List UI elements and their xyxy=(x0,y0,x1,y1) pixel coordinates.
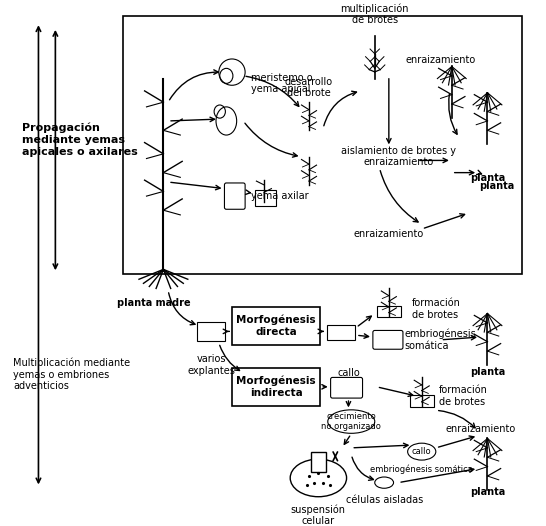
Ellipse shape xyxy=(408,443,436,460)
Text: desarrollo
del brote: desarrollo del brote xyxy=(285,77,333,98)
FancyBboxPatch shape xyxy=(327,325,355,340)
Text: enraizamiento: enraizamiento xyxy=(445,424,515,434)
Text: Propagación
mediante yemas
apicales o axilares: Propagación mediante yemas apicales o ax… xyxy=(22,123,138,157)
FancyBboxPatch shape xyxy=(331,378,363,398)
Text: yema axilar: yema axilar xyxy=(251,191,308,201)
Text: planta madre: planta madre xyxy=(117,298,191,308)
Text: Multiplicación mediante
yemas o embriones
adventicios: Multiplicación mediante yemas o embrione… xyxy=(13,358,130,391)
FancyBboxPatch shape xyxy=(232,368,321,406)
FancyBboxPatch shape xyxy=(373,330,403,349)
FancyBboxPatch shape xyxy=(224,183,245,209)
Text: aislamiento de brotes y
enraizamiento: aislamiento de brotes y enraizamiento xyxy=(341,146,456,167)
FancyBboxPatch shape xyxy=(123,16,522,274)
Text: suspensión
celular: suspensión celular xyxy=(291,504,346,526)
Ellipse shape xyxy=(375,477,394,488)
FancyBboxPatch shape xyxy=(197,322,225,341)
Text: planta: planta xyxy=(470,173,505,183)
Text: Morfogénesis
indirecta: Morfogénesis indirecta xyxy=(236,376,316,398)
Text: enraizamiento: enraizamiento xyxy=(354,229,424,239)
Text: crecimiento
no organizado: crecimiento no organizado xyxy=(322,412,381,431)
Text: embriogénesis somática: embriogénesis somática xyxy=(370,465,473,474)
Text: células aisladas: células aisladas xyxy=(346,495,423,505)
Ellipse shape xyxy=(328,410,375,433)
Text: planta: planta xyxy=(470,487,505,497)
FancyBboxPatch shape xyxy=(232,307,321,345)
Ellipse shape xyxy=(290,459,347,497)
Text: planta: planta xyxy=(479,180,514,190)
Text: formación
de brotes: formación de brotes xyxy=(412,298,461,320)
Text: meristemo o
yema apical: meristemo o yema apical xyxy=(251,73,312,94)
Text: multiplicación
de brotes: multiplicación de brotes xyxy=(341,3,409,25)
FancyBboxPatch shape xyxy=(256,190,276,206)
FancyBboxPatch shape xyxy=(377,306,401,317)
Text: formación
de brotes: formación de brotes xyxy=(438,386,488,407)
Text: varios
explantes: varios explantes xyxy=(187,354,235,376)
FancyBboxPatch shape xyxy=(311,452,326,472)
Text: callo: callo xyxy=(412,447,431,456)
FancyBboxPatch shape xyxy=(410,395,434,407)
Text: Morfogénesis
directa: Morfogénesis directa xyxy=(236,315,316,337)
Text: enraizamiento: enraizamiento xyxy=(405,55,476,65)
Text: callo: callo xyxy=(337,368,360,378)
Text: planta: planta xyxy=(470,367,505,377)
Text: embriogénesis
somática: embriogénesis somática xyxy=(405,329,477,351)
